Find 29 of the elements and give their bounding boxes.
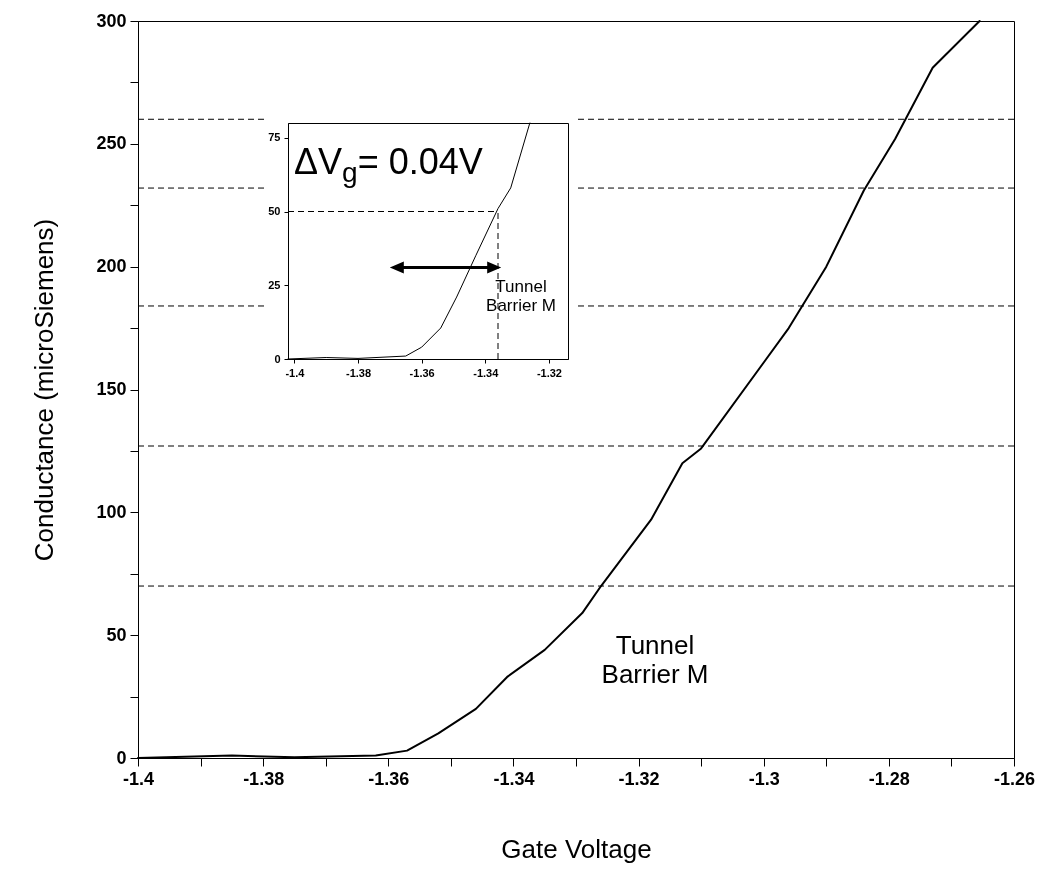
y-tick-label: 150 <box>96 379 127 399</box>
annotation: ΔV$_{g}$= 0.04V <box>294 141 483 189</box>
x-tick-label: -1.4 <box>122 768 155 789</box>
x-tick-label: -1.38 <box>243 768 285 789</box>
y-tick-label: 250 <box>96 133 127 154</box>
y-tick-label: 0 <box>274 352 281 365</box>
y-tick-label: 300 <box>96 10 127 31</box>
x-tick-label: -1.3 <box>748 768 780 789</box>
x-tick-label: -1.34 <box>473 366 500 379</box>
y-axis-title: Conductance (microSiemens) <box>29 218 60 562</box>
x-tick-label: -1.32 <box>618 768 660 789</box>
x-tick-label: -1.26 <box>993 768 1036 789</box>
y-tick-label: 100 <box>96 501 127 522</box>
x-tick-label: -1.28 <box>868 768 910 789</box>
x-axis-title: Gate Voltage <box>501 833 652 864</box>
x-tick-label: -1.34 <box>493 768 535 789</box>
x-tick-label: -1.38 <box>345 366 372 379</box>
y-tick-label: 75 <box>268 131 281 144</box>
x-tick-label: -1.4 <box>285 366 306 379</box>
y-tick-label: 50 <box>106 624 127 645</box>
y-tick-label: 0 <box>116 747 127 768</box>
x-tick-label: -1.32 <box>536 366 562 379</box>
y-tick-label: 25 <box>268 278 281 291</box>
annotation: Tunnel Barrier M <box>486 276 556 316</box>
x-tick-label: -1.36 <box>368 768 410 789</box>
x-tick-label: -1.36 <box>409 366 435 379</box>
y-tick-label: 200 <box>96 256 127 277</box>
y-tick-label: 50 <box>268 205 281 217</box>
annotation: Tunnel Barrier M <box>601 629 709 690</box>
